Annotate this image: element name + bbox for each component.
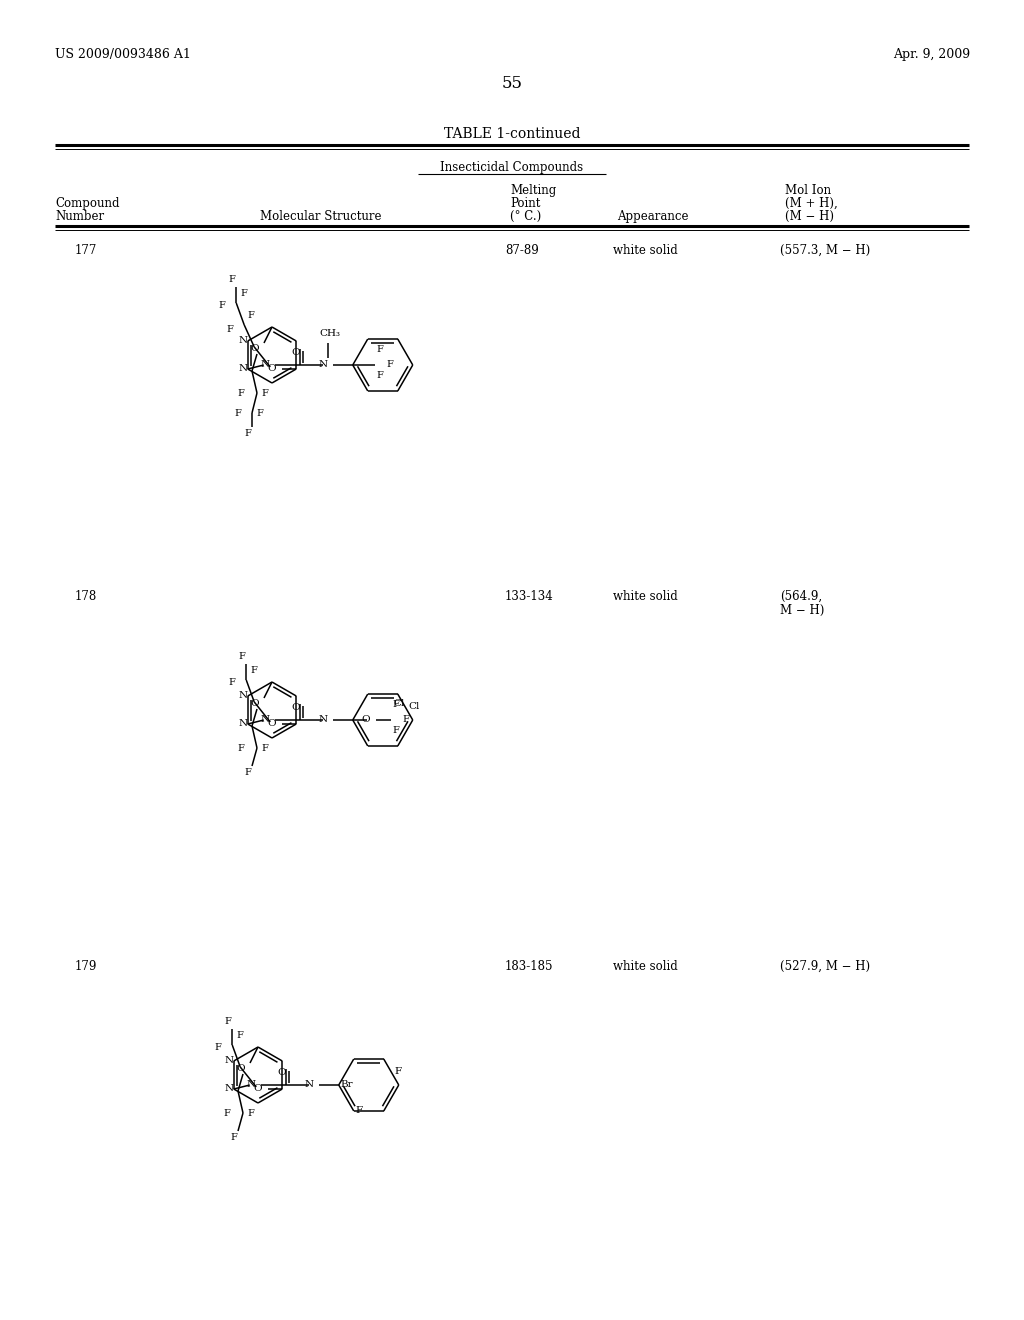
Text: Apr. 9, 2009: Apr. 9, 2009 xyxy=(893,48,970,61)
Text: N: N xyxy=(224,1084,233,1093)
Text: Compound: Compound xyxy=(55,197,120,210)
Text: TABLE 1-continued: TABLE 1-continued xyxy=(443,127,581,141)
Text: 179: 179 xyxy=(75,960,97,973)
Text: O: O xyxy=(292,704,300,711)
Text: O: O xyxy=(361,715,370,723)
Text: O: O xyxy=(292,348,300,356)
Text: N: N xyxy=(239,337,248,345)
Text: N: N xyxy=(260,715,269,723)
Text: (M + H),: (M + H), xyxy=(785,197,838,210)
Text: F: F xyxy=(393,726,399,735)
Text: N: N xyxy=(304,1080,313,1089)
Text: Point: Point xyxy=(510,197,541,210)
Text: O: O xyxy=(267,364,275,374)
Text: F: F xyxy=(245,768,252,777)
Text: Number: Number xyxy=(55,210,104,223)
Text: white solid: white solid xyxy=(613,244,678,257)
Text: O: O xyxy=(267,719,275,729)
Text: F: F xyxy=(377,371,384,380)
Text: Cl: Cl xyxy=(394,700,406,708)
Text: F: F xyxy=(239,652,246,661)
Text: F: F xyxy=(237,389,244,399)
Text: F: F xyxy=(393,700,399,709)
Text: CH₃: CH₃ xyxy=(319,329,341,338)
Text: F: F xyxy=(245,429,252,438)
Text: F: F xyxy=(228,275,236,284)
Text: O: O xyxy=(237,1064,246,1073)
Text: F: F xyxy=(234,409,241,418)
Text: O: O xyxy=(251,700,259,708)
Text: F: F xyxy=(247,312,254,319)
Text: Insecticidal Compounds: Insecticidal Compounds xyxy=(440,161,584,174)
Text: F: F xyxy=(256,409,263,418)
Text: 183-185: 183-185 xyxy=(505,960,554,973)
Text: white solid: white solid xyxy=(613,960,678,973)
Text: F: F xyxy=(241,289,247,298)
Text: white solid: white solid xyxy=(613,590,678,603)
Text: 87-89: 87-89 xyxy=(505,244,539,257)
Text: 55: 55 xyxy=(502,75,522,92)
Text: F: F xyxy=(261,389,268,399)
Text: F: F xyxy=(387,360,393,370)
Text: F: F xyxy=(223,1109,229,1118)
Text: F: F xyxy=(218,301,225,310)
Text: F: F xyxy=(214,1043,221,1052)
Text: (527.9, M − H): (527.9, M − H) xyxy=(780,960,870,973)
Text: 177: 177 xyxy=(75,244,97,257)
Text: F: F xyxy=(377,345,384,354)
Text: N: N xyxy=(239,364,248,374)
Text: Melting: Melting xyxy=(510,183,556,197)
Text: N: N xyxy=(224,1056,233,1065)
Text: N: N xyxy=(260,360,269,370)
Text: N: N xyxy=(246,1080,255,1089)
Text: N: N xyxy=(318,360,328,370)
Text: (564.9,: (564.9, xyxy=(780,590,822,603)
Text: (° C.): (° C.) xyxy=(510,210,542,223)
Text: 133-134: 133-134 xyxy=(505,590,554,603)
Text: F: F xyxy=(225,1016,231,1026)
Text: N: N xyxy=(239,719,248,729)
Text: N: N xyxy=(318,715,328,723)
Text: F: F xyxy=(394,1067,401,1076)
Text: F: F xyxy=(402,715,410,723)
Text: Appearance: Appearance xyxy=(617,210,688,223)
Text: N: N xyxy=(239,690,248,700)
Text: Molecular Structure: Molecular Structure xyxy=(260,210,382,223)
Text: F: F xyxy=(230,1133,238,1142)
Text: (M − H): (M − H) xyxy=(785,210,834,223)
Text: O: O xyxy=(253,1084,261,1093)
Text: F: F xyxy=(228,678,236,686)
Text: M − H): M − H) xyxy=(780,605,824,616)
Text: US 2009/0093486 A1: US 2009/0093486 A1 xyxy=(55,48,190,61)
Text: F: F xyxy=(237,1031,243,1040)
Text: 178: 178 xyxy=(75,590,97,603)
Text: O: O xyxy=(251,345,259,352)
Text: F: F xyxy=(247,1109,254,1118)
Text: Br: Br xyxy=(341,1080,353,1089)
Text: F: F xyxy=(355,1106,362,1115)
Text: Mol Ion: Mol Ion xyxy=(785,183,831,197)
Text: F: F xyxy=(250,667,257,675)
Text: F: F xyxy=(261,744,268,752)
Text: (557.3, M − H): (557.3, M − H) xyxy=(780,244,870,257)
Text: F: F xyxy=(226,325,233,334)
Text: O: O xyxy=(278,1068,286,1077)
Text: F: F xyxy=(237,744,244,752)
Text: Cl: Cl xyxy=(409,702,420,711)
